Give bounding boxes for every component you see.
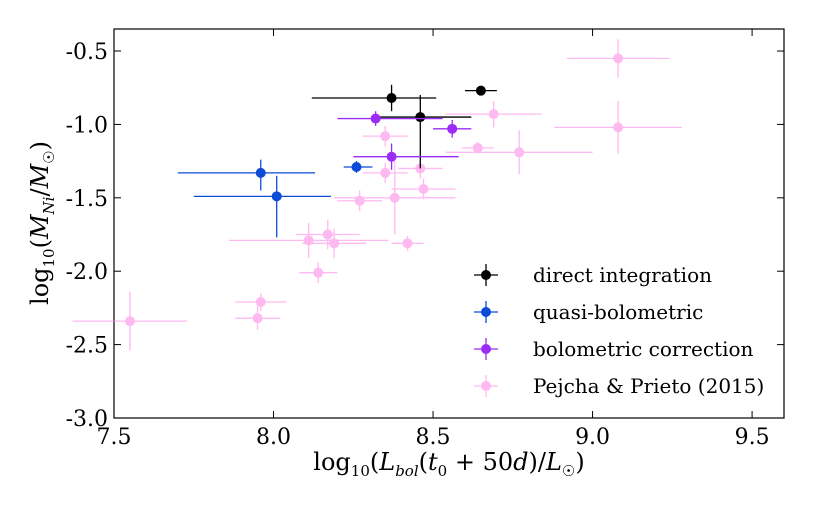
x-tick-label: 8.0 [256,425,291,450]
axis-ticks [113,29,784,419]
data-point [613,53,624,64]
data-point [271,191,282,202]
y-tick-label: -1.5 [66,187,108,212]
y-tick-label: -0.5 [66,40,108,65]
data-points [72,39,682,351]
data-point [252,313,263,324]
x-tick-label: 7.5 [97,425,132,450]
data-point [472,142,483,153]
data-point [255,297,266,308]
data-point [351,161,362,172]
data-point [380,131,391,142]
legend-label: Pejcha & Prieto (2015) [533,374,764,398]
data-point [380,167,391,178]
data-point [255,167,266,178]
y-tick-label: -2.5 [66,334,108,359]
data-point [488,109,499,120]
axis-tick-labels: 7.5 8.0 8.5 9.0 9.5 -0.5 -1.0 -1.5 -2.0 -2.5 -3.0 [66,40,770,450]
plot-area-frame [113,28,785,419]
legend-label: quasi-bolometric [533,300,703,324]
series-2 [337,111,472,170]
data-point [418,184,429,195]
series-1 [177,159,373,238]
x-tick-label: 9.5 [735,425,770,450]
legend-label: bolometric correction [533,337,754,361]
legend-dot [481,344,491,354]
chart-legend: direct integration quasi-bolometric bolome… [474,263,764,398]
y-axis-label: log10(MNi/M☉) [26,141,58,305]
data-point [389,192,400,203]
y-tick-label: -2.0 [66,260,108,285]
y-tick-label: -3.0 [66,407,108,432]
series-3 [72,39,682,351]
legend-marker [474,264,498,286]
data-point [329,238,340,249]
legend-marker [474,301,498,323]
data-point [447,123,458,134]
data-point [322,229,333,240]
data-point [386,151,397,162]
legend-marker [474,375,498,397]
legend-dot [481,270,491,280]
legend-dot [481,381,491,391]
legend-label: direct integration [533,263,712,287]
x-axis-label: log10(Lbol(t0 + 50d)/L☉) [313,448,584,480]
data-point [613,122,624,133]
data-point [415,112,426,123]
data-point [386,92,397,103]
series-0 [311,84,497,169]
x-tick-label: 8.5 [416,425,451,450]
data-point [514,147,525,158]
data-point [402,238,413,249]
data-point [475,85,486,96]
data-point [370,113,381,124]
data-point [124,316,135,327]
data-point [313,267,324,278]
y-tick-label: -1.0 [66,113,108,138]
legend-dot [481,307,491,317]
x-tick-label: 9.0 [575,425,610,450]
legend-marker [474,338,498,360]
